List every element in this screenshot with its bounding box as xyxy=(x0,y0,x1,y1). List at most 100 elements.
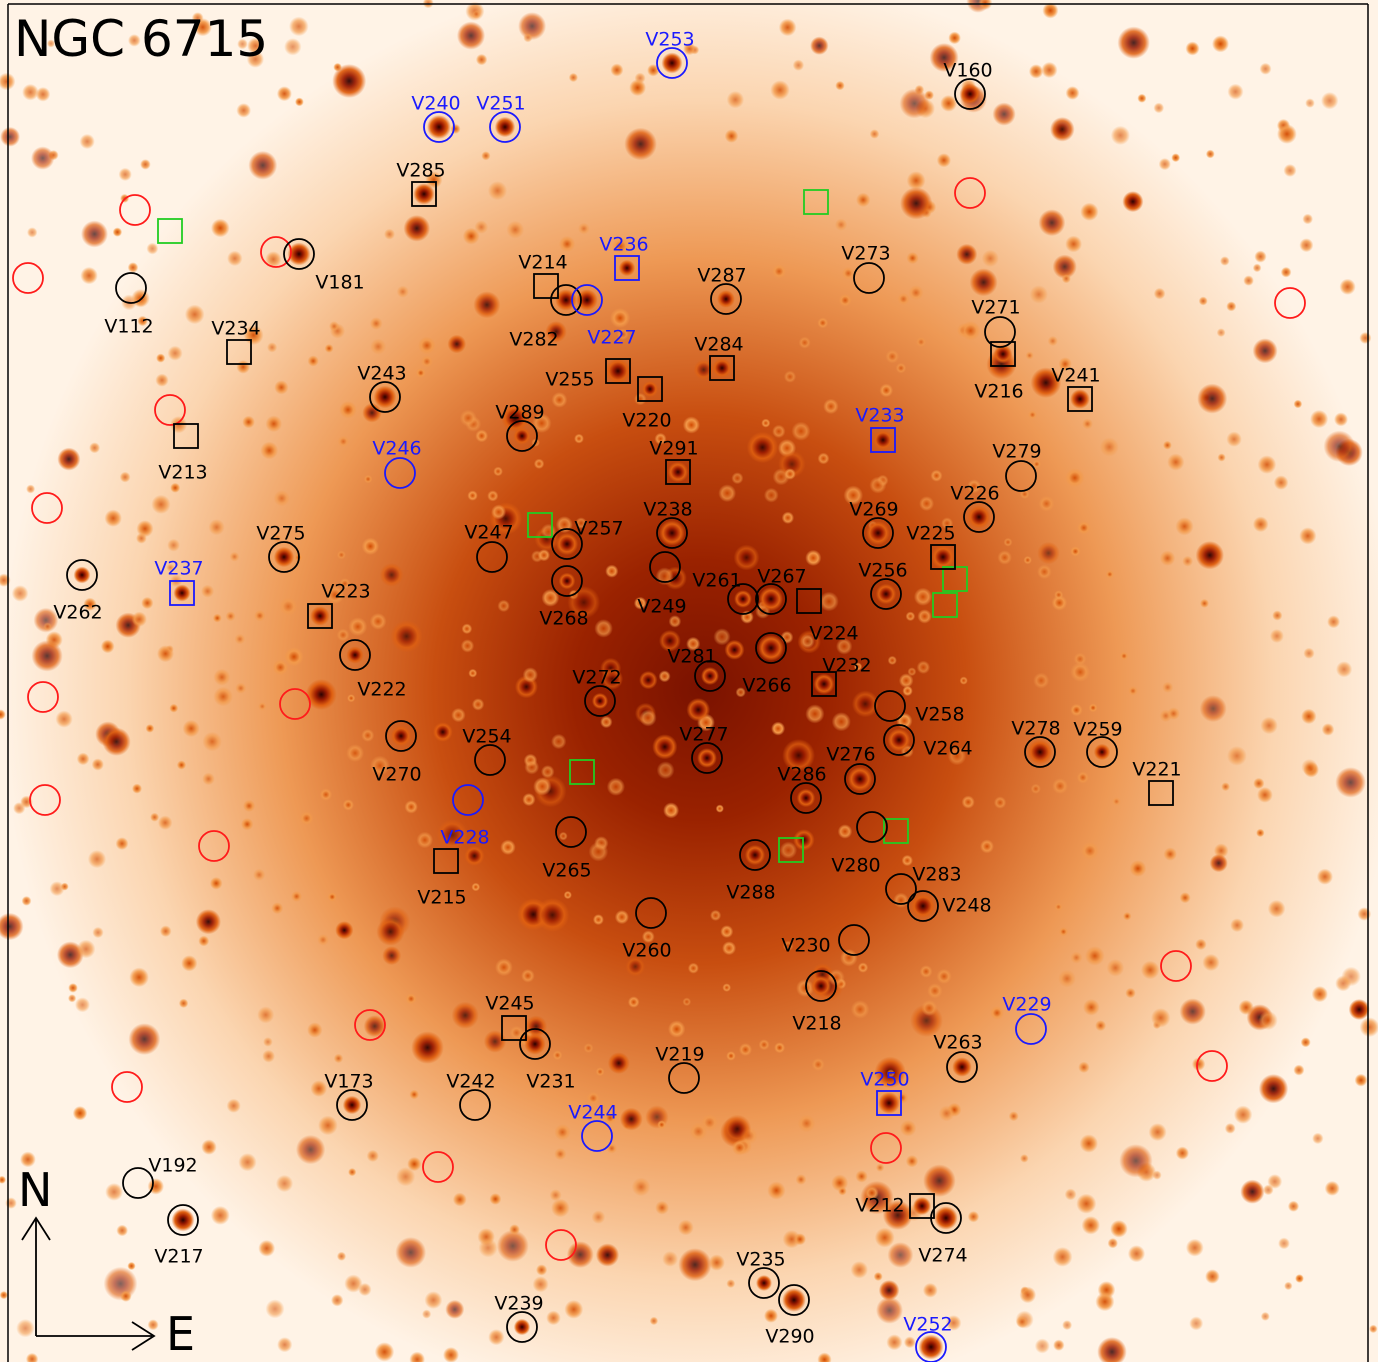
star xyxy=(764,1308,778,1323)
star xyxy=(488,1329,505,1346)
star xyxy=(682,997,692,1007)
red-circle-marker xyxy=(198,830,230,862)
circle-marker xyxy=(635,897,667,929)
star xyxy=(574,433,584,444)
variable-label: V270 xyxy=(372,764,421,786)
variable-label: V273 xyxy=(841,243,890,265)
star xyxy=(1163,440,1172,450)
star xyxy=(591,1210,606,1224)
star xyxy=(1088,703,1098,713)
circle-marker xyxy=(656,517,688,549)
green-square-marker xyxy=(883,818,909,844)
star xyxy=(1209,854,1228,873)
circle-marker xyxy=(423,111,455,143)
star xyxy=(726,1051,736,1061)
star xyxy=(337,435,350,448)
unlabeled-markers xyxy=(12,177,1306,1261)
star xyxy=(1107,1238,1119,1249)
star xyxy=(563,890,572,900)
variable-label: V251 xyxy=(476,93,525,115)
star xyxy=(614,910,630,925)
star xyxy=(828,969,845,986)
star xyxy=(875,583,897,605)
star xyxy=(697,748,717,768)
star xyxy=(346,646,364,664)
star xyxy=(83,597,97,611)
star xyxy=(595,1243,620,1267)
star xyxy=(208,519,225,536)
star xyxy=(1112,797,1121,806)
star xyxy=(1220,256,1230,266)
star xyxy=(1175,1146,1189,1160)
star xyxy=(837,824,853,839)
star xyxy=(661,52,683,74)
variable-label: V219 xyxy=(655,1044,704,1066)
variable-star-v258: V258 xyxy=(874,690,965,726)
star xyxy=(1252,516,1269,533)
star xyxy=(1110,1220,1128,1238)
variable-label: V258 xyxy=(915,704,964,726)
star xyxy=(524,1033,546,1055)
star xyxy=(1272,610,1283,621)
variable-label: V290 xyxy=(765,1326,814,1348)
star xyxy=(342,799,354,811)
star xyxy=(1038,495,1055,512)
star xyxy=(33,607,59,633)
circle-marker xyxy=(853,262,885,294)
star xyxy=(1065,468,1085,488)
star xyxy=(1335,975,1352,992)
star xyxy=(445,1299,465,1319)
star xyxy=(817,317,829,329)
variable-label: V286 xyxy=(777,764,826,786)
star xyxy=(555,532,579,556)
star xyxy=(663,802,680,819)
star xyxy=(47,39,55,48)
star xyxy=(1256,828,1265,838)
north-arrowhead xyxy=(21,1216,51,1241)
star xyxy=(491,504,507,520)
star xyxy=(869,476,887,494)
star xyxy=(1080,202,1099,221)
star xyxy=(167,538,181,552)
star xyxy=(25,1352,39,1362)
star xyxy=(1191,1057,1206,1071)
star xyxy=(181,955,198,972)
star xyxy=(993,796,1007,809)
star xyxy=(629,79,646,97)
star xyxy=(119,471,131,483)
star xyxy=(1200,598,1209,608)
red-circle-marker xyxy=(119,194,151,226)
star xyxy=(1079,1134,1099,1153)
star xyxy=(1123,912,1132,921)
green-square-marker xyxy=(778,837,804,863)
variable-label: V249 xyxy=(637,596,686,618)
star xyxy=(1062,1320,1073,1331)
star xyxy=(947,746,967,766)
star xyxy=(866,521,890,545)
star xyxy=(938,1105,955,1122)
variable-label: V278 xyxy=(1011,718,1060,740)
star xyxy=(336,550,346,560)
star xyxy=(923,1164,956,1197)
star xyxy=(783,370,797,383)
star xyxy=(531,413,552,434)
star xyxy=(433,722,453,742)
star xyxy=(778,450,806,478)
star xyxy=(851,690,879,718)
variable-star-v277: V277 xyxy=(679,724,729,774)
star xyxy=(246,50,264,68)
star xyxy=(158,815,173,830)
star xyxy=(363,474,373,484)
red-circle-marker xyxy=(279,688,311,720)
star xyxy=(1082,418,1093,430)
variable-label: V239 xyxy=(494,1293,543,1315)
star xyxy=(452,1192,467,1207)
star xyxy=(112,227,123,237)
star xyxy=(967,479,981,494)
variable-label: V289 xyxy=(495,402,544,424)
star xyxy=(810,36,829,55)
star xyxy=(201,1139,217,1155)
star xyxy=(131,611,147,627)
variable-star-v233: V233 xyxy=(855,405,905,453)
variable-star-v279: V279 xyxy=(992,441,1042,492)
